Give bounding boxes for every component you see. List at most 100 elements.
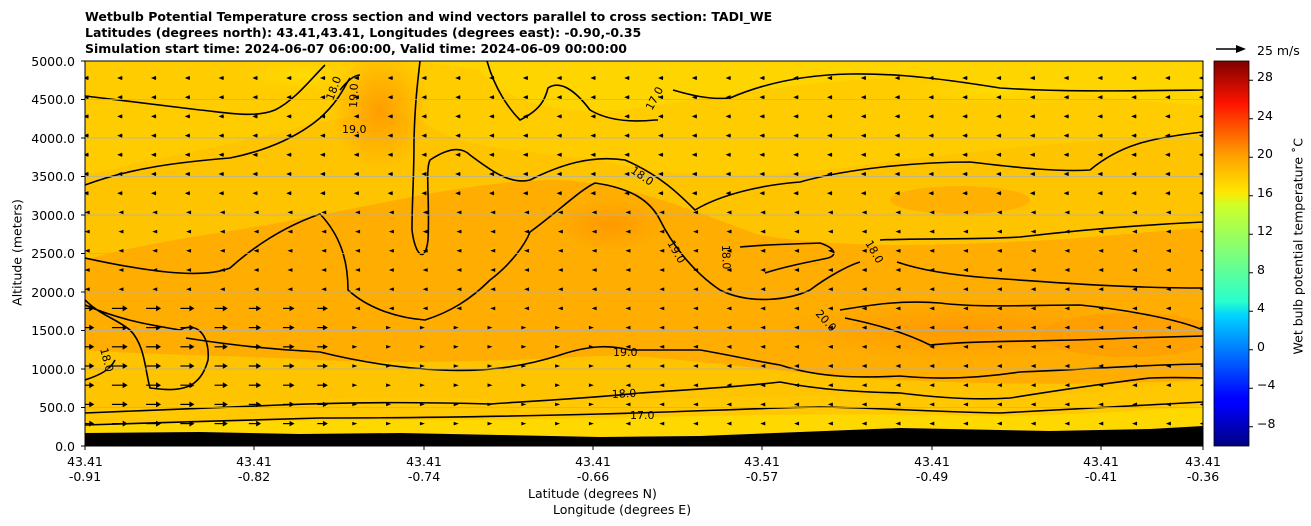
- wind-vector: [321, 287, 327, 292]
- wind-vector: [488, 114, 495, 119]
- wind-vector: [146, 420, 162, 427]
- wind-vector: [928, 171, 934, 177]
- wind-vector: [317, 363, 328, 369]
- quiver-key-label: 25 m/s: [1257, 43, 1300, 58]
- wind-vector: [860, 75, 867, 81]
- wind-vector: [962, 95, 968, 100]
- chart-title-line-1: Wetbulb Potential Temperature cross sect…: [85, 9, 773, 24]
- y-tick-label: 4000.0: [31, 131, 75, 146]
- wind-vector: [588, 383, 594, 387]
- wind-vector: [488, 95, 495, 100]
- wind-vector: [317, 382, 328, 388]
- wind-vector: [555, 345, 561, 349]
- wind-vector: [996, 325, 1002, 330]
- wind-vector: [996, 287, 1002, 292]
- wind-vector: [111, 420, 128, 427]
- wind-vector: [1098, 287, 1104, 292]
- wind-vector: [625, 229, 631, 234]
- wind-vector: [861, 306, 867, 311]
- wind-vector: [1064, 383, 1070, 388]
- wind-vector: [521, 345, 527, 349]
- wind-vector: [1029, 191, 1036, 196]
- wind-vector: [111, 401, 128, 408]
- wind-vector: [625, 210, 631, 215]
- wind-vector: [152, 248, 158, 253]
- wind-vector: [319, 133, 326, 138]
- quiver-key-arrow: [1216, 45, 1246, 53]
- wind-vector: [214, 420, 228, 427]
- x-axis-label-lat: Latitude (degrees N): [528, 486, 657, 501]
- wind-vector: [726, 306, 732, 311]
- wind-vector: [963, 402, 969, 407]
- x-ticks: [84, 446, 1204, 450]
- wind-vector: [214, 363, 228, 369]
- wind-vector: [453, 402, 459, 407]
- x-tick-label: 43.41 -0.91: [45, 454, 125, 484]
- wind-vector: [85, 287, 90, 292]
- wind-vector: [214, 343, 228, 350]
- wind-vector: [487, 421, 493, 426]
- wind-vector: [591, 306, 597, 311]
- y-tick-label: 3000.0: [31, 208, 75, 223]
- wind-vector: [759, 75, 765, 81]
- wind-vector: [760, 248, 766, 253]
- wind-vector: [85, 171, 89, 177]
- wind-vector: [488, 152, 495, 157]
- wind-vector: [1029, 133, 1036, 138]
- wind-vector: [422, 210, 428, 215]
- wind-vector: [353, 95, 360, 100]
- wind-vector: [591, 287, 597, 292]
- wind-vector: [894, 114, 900, 119]
- wind-vector: [455, 75, 461, 81]
- wind-vector: [488, 171, 495, 177]
- wind-vector: [218, 152, 224, 157]
- wind-vector: [760, 383, 766, 388]
- wind-vector: [1098, 421, 1104, 426]
- wind-vector: [248, 363, 262, 369]
- wind-vector: [186, 287, 192, 292]
- wind-vector: [219, 210, 225, 215]
- wind-vector: [1132, 325, 1138, 330]
- wind-vector: [693, 421, 699, 426]
- wind-vector: [1030, 287, 1036, 292]
- wind-vector: [1063, 75, 1069, 81]
- contour-label: 19.0: [347, 83, 361, 108]
- wind-vector: [1064, 248, 1070, 253]
- contour-lines: [85, 61, 1203, 426]
- wind-vector: [555, 383, 561, 387]
- wind-vector: [422, 248, 428, 253]
- wind-vector: [283, 382, 295, 388]
- wind-vector: [152, 210, 158, 215]
- wind-vector: [929, 344, 935, 349]
- wind-vector: [111, 305, 128, 312]
- wind-vector: [894, 152, 900, 157]
- wind-vector: [1063, 114, 1069, 119]
- wind-vector: [557, 306, 563, 311]
- wind-vector: [456, 229, 462, 234]
- wind-vector: [693, 402, 699, 407]
- wind-vector: [1165, 421, 1171, 426]
- wind-vector: [794, 364, 800, 368]
- y-tick-label: 5000.0: [31, 54, 75, 69]
- contour-label: 17.0: [630, 409, 655, 422]
- y-axis-label: Altitude (meters): [9, 199, 25, 306]
- colorbar-tick-label: 4: [1257, 300, 1265, 315]
- wind-vector: [1029, 152, 1036, 157]
- wind-vector: [793, 133, 799, 138]
- wind-vector: [963, 268, 969, 272]
- wind-vector: [321, 268, 327, 272]
- wind-vector: [591, 268, 597, 272]
- wind-vector: [794, 287, 800, 292]
- wind-vector: [283, 344, 295, 350]
- wind-vector: [895, 306, 901, 311]
- wind-vector: [894, 75, 900, 81]
- wind-vector: [929, 229, 935, 234]
- wind-vector: [557, 287, 563, 292]
- wind-vector: [657, 191, 664, 196]
- wind-vector: [827, 248, 833, 253]
- wind-vector: [353, 114, 360, 119]
- wind-vector: [1164, 152, 1171, 157]
- wind-vector: [759, 152, 765, 157]
- wind-vector: [521, 325, 527, 330]
- wind-vector: [657, 171, 664, 177]
